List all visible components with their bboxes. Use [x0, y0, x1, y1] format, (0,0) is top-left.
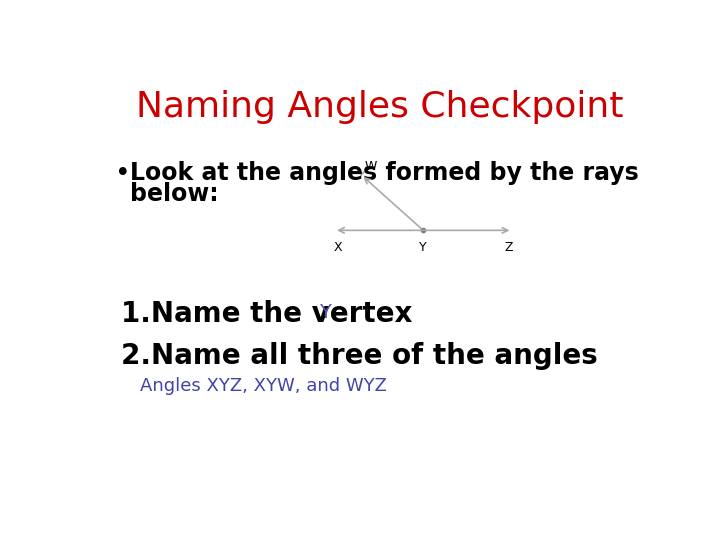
- Text: below:: below:: [130, 182, 219, 206]
- Text: Angles XYZ, XYW, and WYZ: Angles XYZ, XYW, and WYZ: [140, 377, 387, 395]
- Text: X: X: [333, 241, 342, 254]
- Text: Z: Z: [504, 241, 513, 254]
- Text: Naming Angles Checkpoint: Naming Angles Checkpoint: [137, 90, 624, 124]
- Text: W: W: [364, 160, 377, 173]
- Text: Look at the angles formed by the rays: Look at the angles formed by the rays: [130, 161, 639, 185]
- Text: •: •: [114, 161, 130, 187]
- Text: 1.Name the vertex: 1.Name the vertex: [121, 300, 413, 328]
- Text: Y: Y: [319, 303, 330, 322]
- Text: 2.Name all three of the angles: 2.Name all three of the angles: [121, 342, 598, 370]
- Text: Y: Y: [420, 241, 427, 254]
